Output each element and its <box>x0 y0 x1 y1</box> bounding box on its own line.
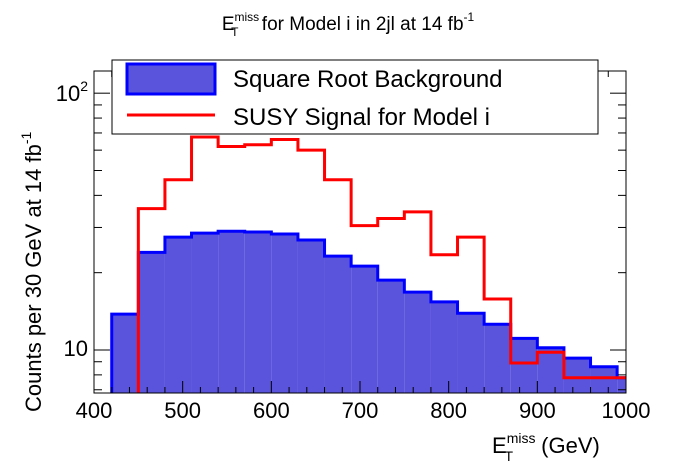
background-bar <box>111 314 139 393</box>
chart-title: Emiss T for Model i in 2jl at 14 fb-1 <box>222 10 475 39</box>
signal-histogram <box>136 135 626 393</box>
background-bar <box>457 313 485 393</box>
background-bar <box>351 266 378 393</box>
title-subscript: T <box>231 25 239 39</box>
background-bar <box>510 338 538 393</box>
y-tick-exponent: 2 <box>80 78 88 94</box>
y-axis-label: Counts per 30 GeV at 14 fb-1 <box>18 131 46 412</box>
signal-line <box>136 135 626 393</box>
y-axis-label-exponent: -1 <box>18 131 34 144</box>
title-exponent: -1 <box>464 10 475 24</box>
background-bar <box>164 237 192 393</box>
background-histogram <box>110 229 626 393</box>
legend-label-signal: SUSY Signal for Model i <box>233 104 490 131</box>
x-tick-label: 700 <box>342 398 379 423</box>
legend: Square Root Background SUSY Signal for M… <box>111 59 599 135</box>
background-bar <box>617 377 626 393</box>
background-bar <box>484 324 511 393</box>
x-axis-superscript: miss <box>507 430 536 446</box>
background-bar <box>191 233 219 393</box>
x-tick-label: 500 <box>164 398 201 423</box>
background-bar <box>377 280 405 393</box>
title-superscript: miss <box>235 10 260 24</box>
x-tick-label: 900 <box>519 398 556 423</box>
x-tick-label: 600 <box>253 398 290 423</box>
x-axis-subscript: T <box>504 448 513 464</box>
background-bar <box>537 347 564 393</box>
x-tick-labels: 400 500 600 700 800 900 1000 <box>76 398 651 423</box>
background-bar <box>590 366 618 393</box>
background-bar <box>430 301 458 393</box>
background-bar <box>404 292 431 393</box>
background-bar <box>218 231 245 393</box>
background-bar <box>244 232 272 393</box>
background-bar <box>297 240 325 393</box>
legend-swatch-background <box>125 62 217 96</box>
legend-label-background: Square Root Background <box>233 66 503 93</box>
x-tick-label: 800 <box>430 398 467 423</box>
background-bar <box>324 256 352 393</box>
x-tick-label: 400 <box>76 398 113 423</box>
y-tick-label-100: 102 <box>56 78 88 106</box>
background-outline <box>110 229 626 393</box>
x-axis-label: Emiss T (GeV) <box>492 430 600 464</box>
background-bar <box>271 233 298 393</box>
x-tick-label: 1000 <box>602 398 651 423</box>
background-bar <box>138 252 165 393</box>
y-tick-label-10: 10 <box>64 336 88 361</box>
background-bar <box>563 358 591 393</box>
